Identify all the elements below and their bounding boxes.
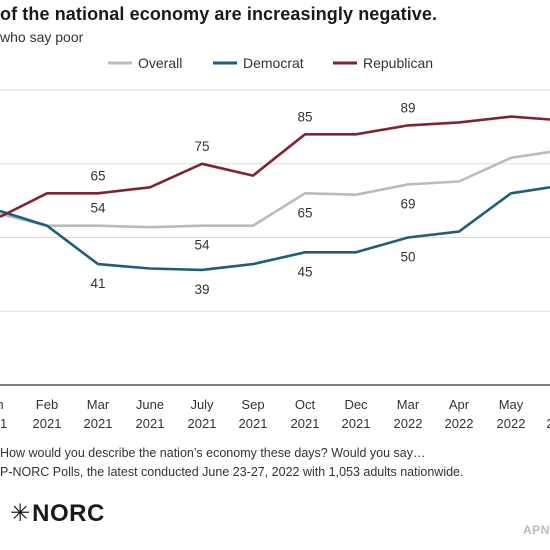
series-lines [0, 115, 550, 272]
chart-title: of the national economy are increasingly… [0, 4, 438, 24]
x-tick-label-year: 2022 [394, 416, 423, 431]
x-tick-label-month: May [499, 397, 524, 412]
data-labels: 54 54 65 69 41 39 45 50 65 75 85 89 [90, 100, 415, 297]
chart-legend: Overall Democrat Republican [108, 55, 433, 71]
data-label-democrat: 45 [297, 264, 312, 279]
x-tick-label-month: Feb [36, 397, 58, 412]
x-tick-label-month: Apr [449, 397, 470, 412]
legend-label-republican: Republican [363, 55, 433, 71]
data-label-republican: 75 [194, 139, 209, 154]
question-footnote: How would you describe the nation’s econ… [0, 446, 426, 460]
norc-logo: ✳ NORC [10, 500, 105, 528]
data-label-overall: 65 [297, 205, 312, 220]
data-label-overall: 54 [90, 201, 106, 216]
legend-label-overall: Overall [138, 55, 182, 71]
x-tick-label-year: 2021 [239, 416, 268, 431]
x-tick-label-year: 2022 [445, 416, 474, 431]
data-label-democrat: 41 [90, 276, 105, 291]
series-line-republican [0, 115, 550, 219]
data-label-democrat: 50 [400, 250, 415, 265]
chart-grid [0, 89, 550, 386]
x-tick-label-year: 2021 [342, 416, 371, 431]
x-tick-label-year: 2021 [84, 416, 113, 431]
data-label-republican: 85 [297, 109, 312, 124]
x-axis: n 21 Feb 2021 Mar 2021 June 2021 July 2021 Sep 2021… [0, 397, 550, 431]
x-tick-label-month: Mar [397, 397, 420, 412]
x-tick-label-year: 2021 [33, 416, 62, 431]
data-label-overall: 69 [400, 196, 415, 211]
x-tick-label-month: n [0, 397, 4, 412]
x-tick-label-month: June [136, 397, 164, 412]
series-line-democrat [0, 186, 550, 272]
data-label-democrat: 39 [194, 282, 209, 297]
chart-subtitle: who say poor [0, 29, 84, 45]
x-tick-label-month: July [190, 397, 214, 412]
x-tick-label-year: 2021 [188, 416, 217, 431]
x-tick-label-year: 2021 [291, 416, 320, 431]
logo-text: NORC [32, 500, 105, 527]
x-tick-label-year: 21 [0, 416, 7, 431]
x-tick-label-year: 2 [546, 416, 550, 431]
data-label-republican: 65 [90, 168, 105, 183]
asterisk-star-icon: ✳ [10, 500, 31, 527]
x-tick-label-year: 2022 [497, 416, 526, 431]
x-tick-label-month: Mar [87, 397, 110, 412]
legend-label-democrat: Democrat [243, 55, 304, 71]
data-label-overall: 54 [194, 238, 210, 253]
line-chart: Overall Democrat Republican n 21 Feb 2021 Mar 2… [0, 55, 550, 431]
x-tick-label-month: Oct [295, 397, 316, 412]
data-label-republican: 89 [400, 100, 415, 115]
x-tick-label-month: Dec [344, 397, 368, 412]
x-tick-label-year: 2021 [136, 416, 165, 431]
ap-credit: APN [523, 523, 550, 537]
series-line-overall [0, 150, 550, 229]
source-note: P-NORC Polls, the latest conducted June … [0, 465, 464, 479]
x-tick-label-month: Sep [241, 397, 264, 412]
